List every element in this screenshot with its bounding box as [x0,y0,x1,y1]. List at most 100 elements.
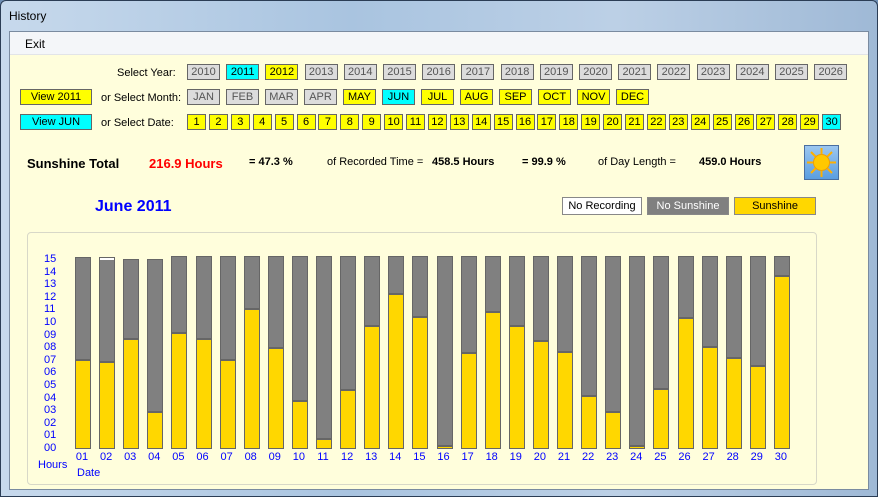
bar-no-sunshine-19 [509,257,524,327]
x-tick-24: 24 [630,451,643,463]
x-tick-10: 10 [292,451,306,463]
year-button-2019[interactable]: 2019 [539,64,573,80]
date-button-16[interactable]: 16 [515,114,535,130]
bar-day-24 [629,256,646,449]
year-button-2021[interactable]: 2021 [618,64,652,80]
menu-exit[interactable]: Exit [25,37,46,51]
date-button-5[interactable]: 5 [274,114,294,130]
year-button-2012[interactable]: 2012 [265,64,299,80]
year-button-2010[interactable]: 2010 [187,64,220,80]
bar-no-sunshine-14 [389,257,404,296]
month-button-apr[interactable]: APR [304,89,337,105]
bar-sunshine-30 [774,275,789,448]
bar-sunshine-09 [268,347,283,448]
date-button-8[interactable]: 8 [340,114,360,130]
bar-no-sunshine-30 [774,257,789,278]
month-button-may[interactable]: MAY [343,89,376,105]
bar-sunshine-19 [509,324,524,448]
date-button-21[interactable]: 21 [625,114,644,130]
date-button-4[interactable]: 4 [252,114,272,130]
date-button-14[interactable]: 14 [471,114,491,130]
date-button-28[interactable]: 28 [778,114,798,130]
bar-day-29 [749,256,766,449]
month-button-aug[interactable]: AUG [460,89,493,105]
bar-sunshine-12 [341,388,356,448]
month-button-jan[interactable]: JAN [187,89,220,105]
year-button-2024[interactable]: 2024 [735,64,769,80]
date-button-20[interactable]: 20 [603,114,623,130]
bar-day-17 [460,256,477,449]
bar-day-22 [581,256,598,449]
x-tick-07: 07 [220,451,233,463]
date-button-17[interactable]: 17 [537,114,557,130]
bar-day-20 [532,256,549,449]
year-button-2017[interactable]: 2017 [461,64,495,80]
bar-sunshine-03 [124,338,139,448]
date-button-24[interactable]: 24 [690,114,710,130]
year-button-2014[interactable]: 2014 [343,64,377,80]
bar-day-26 [677,256,694,449]
year-button-2026[interactable]: 2026 [814,64,848,80]
month-button-jul[interactable]: JUL [421,89,454,105]
date-button-13[interactable]: 13 [449,114,469,130]
bar-no-sunshine-23 [606,257,621,414]
view-year-button[interactable]: View 2011 [20,89,92,105]
year-button-2018[interactable]: 2018 [500,64,534,80]
date-button-10[interactable]: 10 [384,114,404,130]
date-button-30[interactable]: 30 [822,114,842,130]
date-button-1[interactable]: 1 [187,114,206,130]
x-tick-03: 03 [124,451,137,463]
month-button-jun[interactable]: JUN [382,89,415,105]
date-button-15[interactable]: 15 [493,114,513,130]
x-tick-25: 25 [654,451,667,463]
bar-no-sunshine-17 [461,257,476,355]
date-button-19[interactable]: 19 [581,114,601,130]
date-button-23[interactable]: 23 [668,114,688,130]
date-button-18[interactable]: 18 [559,114,579,130]
date-button-27[interactable]: 27 [756,114,776,130]
date-button-29[interactable]: 29 [800,114,820,130]
year-button-2015[interactable]: 2015 [383,64,416,80]
month-button-sep[interactable]: SEP [499,89,532,105]
bar-sunshine-15 [413,315,428,448]
bar-day-08 [243,256,260,449]
date-button-7[interactable]: 7 [318,114,338,130]
bar-sunshine-24 [630,445,645,448]
year-button-2011[interactable]: 2011 [226,64,260,80]
date-button-26[interactable]: 26 [734,114,754,130]
sun-icon[interactable] [804,145,839,180]
month-button-dec[interactable]: DEC [616,89,649,105]
year-button-2022[interactable]: 2022 [657,64,691,80]
date-button-2[interactable]: 2 [208,114,228,130]
year-button-2013[interactable]: 2013 [304,64,338,80]
x-tick-27: 27 [702,451,715,463]
date-button-25[interactable]: 25 [712,114,732,130]
bar-sunshine-20 [533,339,548,448]
year-button-2020[interactable]: 2020 [579,64,612,80]
bar-no-sunshine-25 [654,257,669,390]
month-button-nov[interactable]: NOV [577,89,610,105]
date-button-22[interactable]: 22 [646,114,666,130]
x-tick-17: 17 [461,451,474,463]
bar-day-10 [291,256,308,449]
view-month-button[interactable]: View JUN [20,114,92,130]
bar-no-sunshine-21 [558,257,572,353]
date-button-6[interactable]: 6 [296,114,316,130]
month-button-feb[interactable]: FEB [226,89,259,105]
select-year-label: Select Year: [117,67,176,79]
month-button-oct[interactable]: OCT [538,89,571,105]
year-button-2025[interactable]: 2025 [775,64,808,80]
date-button-11[interactable]: 11 [406,114,425,130]
date-button-9[interactable]: 9 [362,114,382,130]
month-button-mar[interactable]: MAR [265,89,298,105]
x-tick-15: 15 [413,451,426,463]
bar-no-sunshine-22 [582,257,597,398]
year-button-2023[interactable]: 2023 [696,64,730,80]
date-button-3[interactable]: 3 [230,114,250,130]
year-button-2016[interactable]: 2016 [422,64,456,80]
bar-no-sunshine-01 [76,258,90,361]
bar-day-05 [171,256,188,449]
date-button-12[interactable]: 12 [427,114,447,130]
y-tick-13: 13 [44,278,57,291]
